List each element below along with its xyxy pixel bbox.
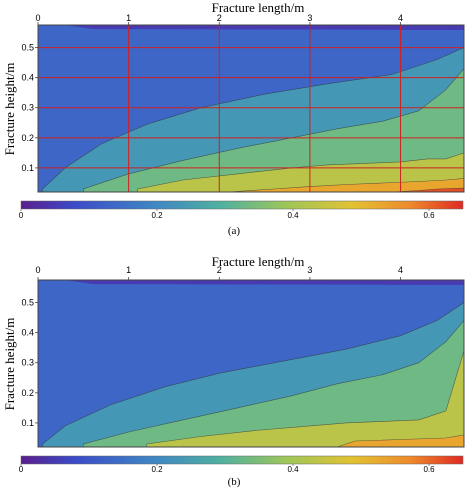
panel-b-caption: (b): [228, 476, 241, 488]
colorbar-tick-label: 0: [19, 211, 24, 220]
panel-a-caption: (a): [228, 225, 241, 237]
y-tick-label: 0.5: [21, 298, 34, 308]
panel-a-y-axis-label: Fracture height/m: [2, 63, 17, 156]
plot-frame: [37, 279, 465, 448]
colorbar-gradient: [20, 200, 464, 210]
colorbar-tick-label: 0.6: [423, 211, 435, 220]
x-tick-label: 4: [398, 13, 403, 23]
y-tick-label: 0.3: [21, 358, 34, 368]
colorbar-gradient: [20, 455, 464, 465]
y-tick-label: 0.2: [21, 133, 34, 143]
y-tick-label: 0.1: [21, 163, 34, 173]
x-tick-label: 1: [126, 13, 131, 23]
panel-a-x-axis-label: Fracture length/m: [212, 0, 305, 15]
y-tick-label: 0.4: [21, 328, 34, 338]
panel-b-plot-area: [37, 279, 465, 448]
x-tick-label: 2: [217, 265, 222, 275]
x-tick-label: 0: [35, 265, 40, 275]
x-tick-label: 4: [398, 265, 403, 275]
contour-region-level-0.05: [65, 25, 464, 30]
y-tick-label: 0.1: [21, 418, 34, 428]
contour-region-level-0.05: [65, 280, 464, 285]
panel-b-x-axis-label: Fracture length/m: [212, 254, 305, 269]
x-tick-label: 1: [126, 265, 131, 275]
panel-a-colorbar: 0 0.2 0.4 0.6: [19, 200, 464, 220]
colorbar-tick-label: 0.6: [423, 465, 435, 474]
colorbar-tick-label: 0.4: [287, 211, 299, 220]
y-tick-label: 0.4: [21, 73, 34, 83]
colorbar-tick-label: 0.2: [151, 211, 163, 220]
x-tick-label: 3: [307, 13, 312, 23]
x-tick-label: 2: [217, 13, 222, 23]
panel-a: Fracture length/m Fracture height/m 0 1 2 3…: [2, 0, 465, 237]
colorbar-tick-label: 0.2: [151, 465, 163, 474]
colorbar-tick-label: 0.4: [287, 465, 299, 474]
y-tick-label: 0.3: [21, 103, 34, 113]
colorbar-tick-label: 0: [19, 465, 24, 474]
panel-b-x-tick-labels: 0 1 2 3 4: [35, 265, 403, 280]
panel-b-y-tick-labels: 0.1 0.2 0.3 0.4 0.5: [21, 298, 38, 428]
panel-a-plot-area: [37, 24, 465, 193]
panel-a-y-tick-labels: 0.1 0.2 0.3 0.4 0.5: [21, 43, 38, 173]
x-tick-label: 0: [35, 13, 40, 23]
y-tick-label: 0.5: [21, 43, 34, 53]
y-tick-label: 0.2: [21, 388, 34, 398]
panel-b-colorbar: 0 0.2 0.4 0.6: [19, 455, 464, 474]
plot-frame: [37, 24, 465, 193]
panel-a-x-tick-labels: 0 1 2 3 4: [35, 13, 403, 25]
panel-b-y-axis-label: Fracture height/m: [2, 318, 17, 411]
panel-b: Fracture length/m Fracture height/m 0 1 2 3…: [2, 254, 465, 488]
x-tick-label: 3: [307, 265, 312, 275]
